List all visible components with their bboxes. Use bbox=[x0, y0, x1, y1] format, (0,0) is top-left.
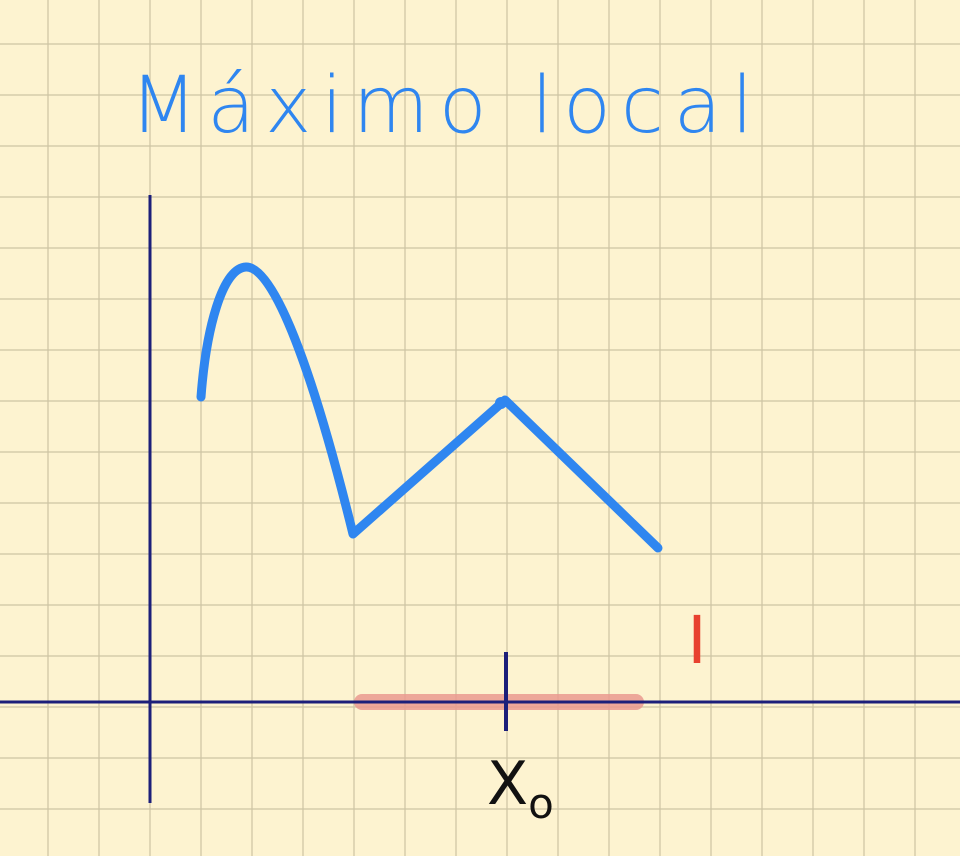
x0-label-main: X bbox=[487, 749, 528, 819]
local-max-point bbox=[495, 397, 507, 409]
x0-label: Xo bbox=[487, 749, 554, 828]
title: Máximo local bbox=[130, 61, 763, 151]
x0-label-subscript: o bbox=[528, 779, 554, 828]
interval-label: I bbox=[687, 602, 706, 679]
function-curve bbox=[196, 262, 663, 553]
